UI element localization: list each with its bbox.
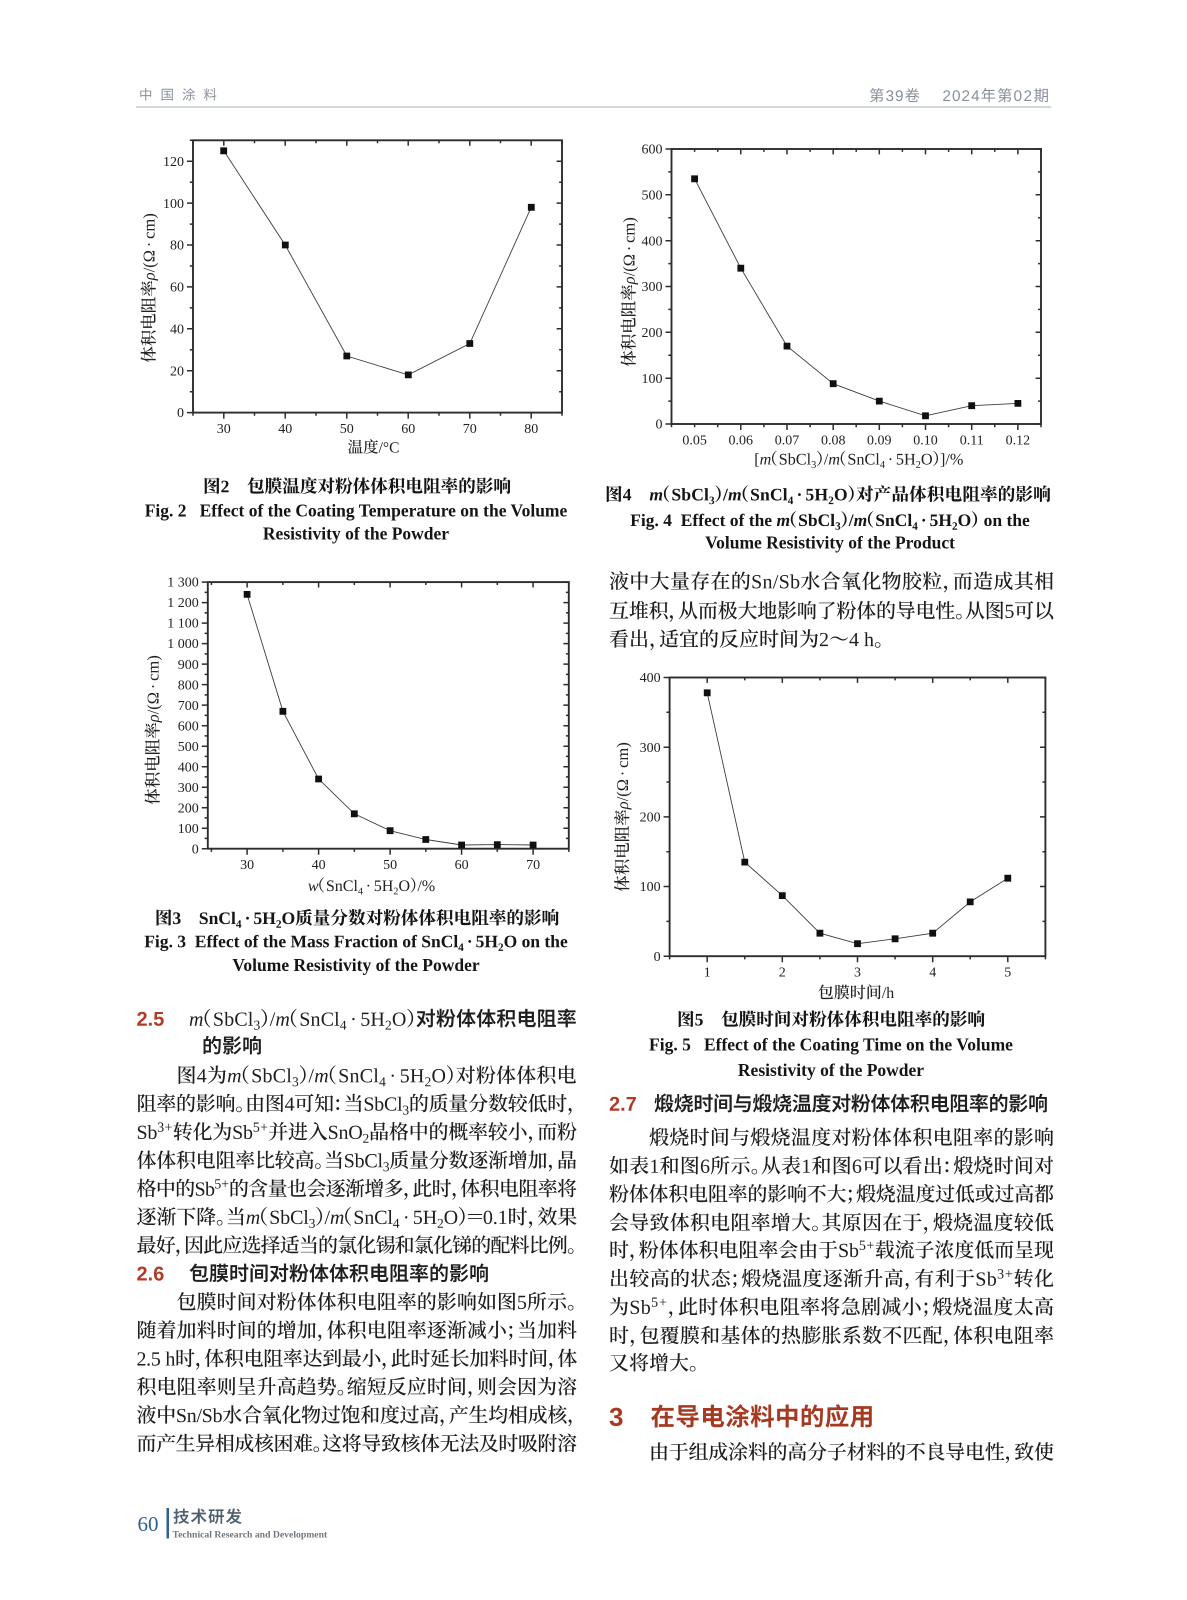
svg-text:600: 600 <box>178 719 199 734</box>
svg-text:0.10: 0.10 <box>913 434 938 449</box>
svg-text:100: 100 <box>642 372 663 387</box>
svg-text:0.11: 0.11 <box>960 434 984 449</box>
svg-text:100: 100 <box>163 197 184 212</box>
svg-text:40: 40 <box>278 422 292 437</box>
svg-text:30: 30 <box>217 422 231 437</box>
svg-text:60: 60 <box>170 281 184 296</box>
svg-text:0: 0 <box>192 842 199 857</box>
svg-text:1 200: 1 200 <box>167 596 199 611</box>
svg-text:120: 120 <box>163 155 184 170</box>
svg-text:60: 60 <box>455 858 469 873</box>
svg-text:0: 0 <box>656 418 663 433</box>
svg-text:0: 0 <box>177 406 184 421</box>
svg-text:300: 300 <box>178 781 199 796</box>
svg-text:0.05: 0.05 <box>682 434 707 449</box>
svg-text:70: 70 <box>463 422 477 437</box>
svg-text:Resistivity of the Powder: Resistivity of the Powder <box>263 524 449 544</box>
svg-text:80: 80 <box>170 239 184 254</box>
svg-text:0.12: 0.12 <box>1006 434 1031 449</box>
svg-text:300: 300 <box>642 280 663 295</box>
svg-text:600: 600 <box>642 143 663 158</box>
svg-text:20: 20 <box>170 364 184 379</box>
svg-text:Technical Research and Develop: Technical Research and Development <box>173 1530 328 1541</box>
svg-text:1 100: 1 100 <box>167 617 199 632</box>
svg-text:100: 100 <box>178 822 199 837</box>
svg-text:Fig. 2 Effect of the Coating: Fig. 2 Effect of the Coating Temperature… <box>145 501 568 521</box>
svg-text:60: 60 <box>138 1512 159 1536</box>
svg-text:5: 5 <box>1004 966 1011 981</box>
svg-text:800: 800 <box>178 678 199 693</box>
svg-text:1: 1 <box>704 966 711 981</box>
svg-text:500: 500 <box>642 189 663 204</box>
svg-text:Resistivity of the Powder: Resistivity of the Powder <box>738 1060 924 1080</box>
svg-text:0.09: 0.09 <box>867 434 892 449</box>
svg-text:700: 700 <box>178 699 199 714</box>
svg-text:70: 70 <box>526 858 540 873</box>
svg-text:900: 900 <box>178 658 199 673</box>
svg-text:1 300: 1 300 <box>167 576 199 591</box>
svg-text:30: 30 <box>240 858 254 873</box>
svg-text:2: 2 <box>779 966 786 981</box>
svg-text:50: 50 <box>383 858 397 873</box>
svg-text:Volume Resistivity of the Prod: Volume Resistivity of the Product <box>705 533 955 553</box>
svg-text:40: 40 <box>170 322 184 337</box>
svg-text:3: 3 <box>854 966 861 981</box>
svg-text:Fig. 5 Effect of the Coating: Fig. 5 Effect of the Coating Time on the… <box>649 1035 1013 1055</box>
svg-text:200: 200 <box>178 801 199 816</box>
svg-text:80: 80 <box>524 422 538 437</box>
svg-text:50: 50 <box>340 422 354 437</box>
svg-text:0.06: 0.06 <box>729 434 754 449</box>
svg-text:Volume Resistivity of the Powd: Volume Resistivity of the Powder <box>232 955 479 975</box>
svg-text:60: 60 <box>401 422 415 437</box>
svg-text:400: 400 <box>642 234 663 249</box>
svg-text:400: 400 <box>178 760 199 775</box>
svg-text:1 000: 1 000 <box>167 637 199 652</box>
svg-text:500: 500 <box>178 740 199 755</box>
svg-text:200: 200 <box>642 326 663 341</box>
svg-text:0: 0 <box>654 950 661 965</box>
svg-text:300: 300 <box>640 741 661 756</box>
svg-text:400: 400 <box>640 671 661 686</box>
svg-text:100: 100 <box>640 880 661 895</box>
svg-text:0.07: 0.07 <box>775 434 800 449</box>
svg-text:4: 4 <box>929 966 936 981</box>
svg-text:0.08: 0.08 <box>821 434 846 449</box>
svg-text:200: 200 <box>640 811 661 826</box>
svg-text:40: 40 <box>312 858 326 873</box>
